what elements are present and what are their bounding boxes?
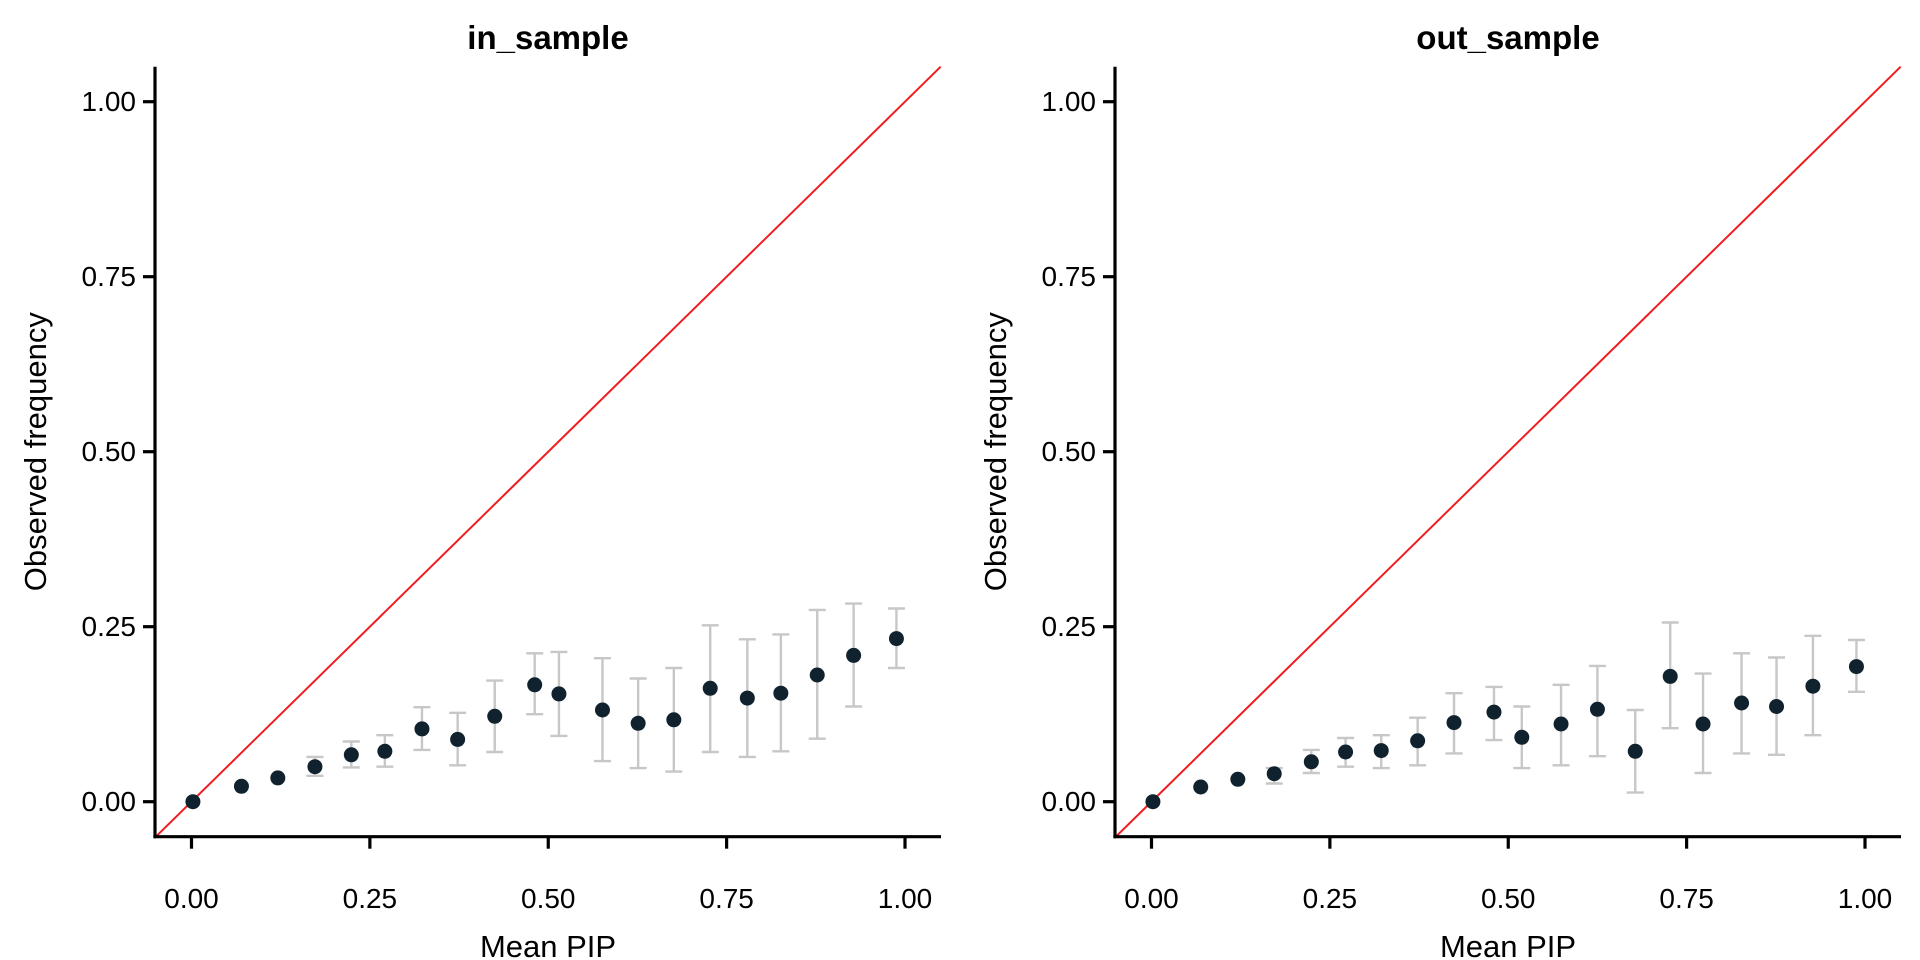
y-tick-label: 0.00 xyxy=(82,786,137,817)
data-point xyxy=(1303,754,1319,770)
y-tick-label: 1.00 xyxy=(82,86,137,117)
identity-reference-line xyxy=(1115,65,1902,838)
data-point xyxy=(666,712,682,728)
data-point xyxy=(1145,794,1161,810)
data-point xyxy=(551,686,567,702)
data-point xyxy=(487,708,503,724)
data-point xyxy=(1848,659,1864,675)
data-point xyxy=(233,778,249,794)
y-axis-title: Observed frequency xyxy=(978,312,1013,592)
y-tick-label: 0.25 xyxy=(82,611,137,642)
data-point xyxy=(1514,729,1530,745)
x-tick-label: 0.50 xyxy=(1481,883,1536,914)
data-point xyxy=(450,731,466,747)
x-tick-label: 0.75 xyxy=(699,883,754,914)
y-axis-title: Observed frequency xyxy=(18,312,53,592)
y-tick-label: 0.75 xyxy=(1042,261,1097,292)
data-point xyxy=(1695,716,1711,732)
y-tick-label: 0.50 xyxy=(82,436,137,467)
data-point xyxy=(1373,743,1389,759)
data-point xyxy=(270,770,286,786)
x-tick-label: 1.00 xyxy=(1838,883,1893,914)
data-point xyxy=(343,747,359,763)
data-point xyxy=(1662,668,1678,684)
x-axis-title: Mean PIP xyxy=(480,929,616,960)
panel-title: out_sample xyxy=(1416,19,1599,56)
x-tick-label: 1.00 xyxy=(878,883,933,914)
x-tick-label: 0.25 xyxy=(1303,883,1358,914)
data-point xyxy=(888,631,904,647)
y-tick-label: 0.00 xyxy=(1042,786,1097,817)
y-tick-label: 1.00 xyxy=(1042,86,1097,117)
data-point xyxy=(377,743,393,759)
data-point xyxy=(1338,744,1354,760)
data-point xyxy=(1410,733,1426,749)
data-point xyxy=(307,759,323,775)
panel-out-sample: 0.00 0.25 0.50 0.75 1.00 0.00 0.25 0.50 0.75 1.00… xyxy=(978,19,1902,960)
y-tick-label: 0.75 xyxy=(82,261,137,292)
data-point xyxy=(1769,699,1785,714)
data-point xyxy=(1266,766,1282,782)
data-point xyxy=(846,647,862,663)
data-point xyxy=(414,721,430,737)
identity-reference-line xyxy=(155,65,942,838)
y-tick-label: 0.25 xyxy=(1042,611,1097,642)
data-point xyxy=(1589,701,1605,717)
data-point xyxy=(1627,743,1643,759)
data-point xyxy=(1230,771,1246,787)
y-tick-label: 0.50 xyxy=(1042,436,1097,467)
x-tick-label: 0.75 xyxy=(1659,883,1714,914)
x-tick-label: 0.00 xyxy=(164,883,219,914)
x-axis-title: Mean PIP xyxy=(1440,929,1576,960)
x-tick-label: 0.50 xyxy=(521,883,576,914)
data-point xyxy=(773,685,789,701)
data-point xyxy=(1805,678,1821,694)
data-point xyxy=(739,690,755,706)
data-point xyxy=(1486,704,1502,720)
data-point xyxy=(1553,716,1569,732)
data-point xyxy=(594,702,610,718)
x-tick-label: 0.25 xyxy=(343,883,398,914)
data-point xyxy=(1734,695,1750,711)
data-point xyxy=(809,667,825,683)
panel-title: in_sample xyxy=(467,19,628,56)
data-point xyxy=(630,715,646,731)
data-point xyxy=(1193,779,1209,795)
data-point xyxy=(702,680,718,696)
x-tick-label: 0.00 xyxy=(1124,883,1179,914)
panel-in-sample: 0.00 0.25 0.50 0.75 1.00 0.00 0.25 0.50 0.75 1.00… xyxy=(18,19,942,960)
data-point xyxy=(1446,715,1462,731)
data-point xyxy=(527,677,543,693)
data-point xyxy=(185,794,201,810)
